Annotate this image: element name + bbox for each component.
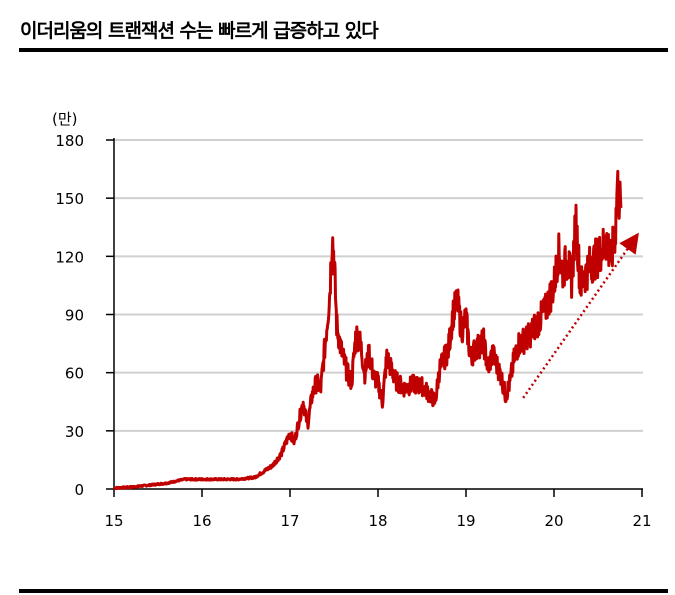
chart-title: 이더리움의 트랜잭션 수는 빠르게 급증하고 있다: [20, 20, 379, 42]
axes: [106, 138, 643, 497]
top-divider: [19, 48, 668, 52]
y-tick-label: 150: [55, 190, 84, 208]
x-tick-label: 19: [456, 512, 475, 530]
x-axis-labels: 15 16 17 18 19 20 21: [104, 512, 651, 530]
unit-label: (만): [52, 110, 78, 128]
y-tick-label: 0: [74, 481, 84, 499]
x-tick-label: 21: [632, 512, 651, 530]
y-axis-labels: 0 30 60 90 120 150 180: [55, 132, 84, 499]
y-tick-label: 90: [65, 307, 84, 325]
y-tick-label: 180: [55, 132, 84, 150]
y-tick-label: 60: [65, 365, 84, 383]
x-tick-label: 17: [280, 512, 299, 530]
bottom-divider: [19, 589, 668, 593]
transactions-line: [112, 169, 623, 491]
trend-arrow: [522, 232, 639, 399]
x-tick-label: 16: [192, 512, 211, 530]
gridlines: [114, 139, 643, 432]
x-tick-label: 15: [104, 512, 123, 530]
x-tick-label: 20: [544, 512, 563, 530]
y-tick-label: 120: [55, 248, 84, 266]
y-tick-label: 30: [65, 423, 84, 441]
x-tick-label: 18: [368, 512, 387, 530]
